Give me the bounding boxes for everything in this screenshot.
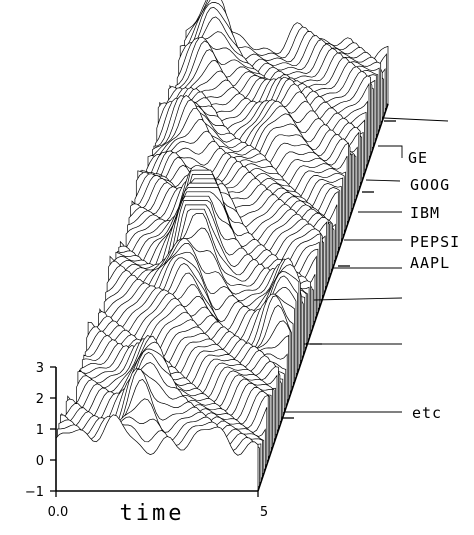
- series-label-ge: GE: [408, 149, 428, 167]
- y-tick-label: 2: [36, 392, 44, 407]
- series-label-pepsi: PEPSI: [410, 233, 460, 251]
- series-line: [55, 414, 259, 492]
- series-label-ibm: IBM: [410, 204, 440, 222]
- label-leaders: [282, 117, 449, 419]
- y-tick-label: −1: [25, 485, 44, 500]
- x-tick-label: 5: [260, 505, 268, 520]
- leader-line: [383, 117, 449, 122]
- leader-line: [365, 179, 401, 182]
- y-tick-label: 0: [36, 454, 44, 469]
- leader-line: [313, 297, 403, 301]
- y-tick-label: 3: [36, 361, 44, 376]
- series-label-aapl: AAPL: [410, 254, 450, 272]
- depth-axis: [257, 103, 389, 492]
- series-lines: [55, 0, 389, 492]
- x-axis-label: time: [120, 501, 185, 526]
- series-label-etc: etc: [412, 404, 442, 422]
- series-label-goog: GOOG: [410, 176, 450, 194]
- y-tick-label: 1: [36, 423, 44, 438]
- leader-line: [378, 145, 403, 158]
- x-tick-label: 0.0: [48, 505, 69, 520]
